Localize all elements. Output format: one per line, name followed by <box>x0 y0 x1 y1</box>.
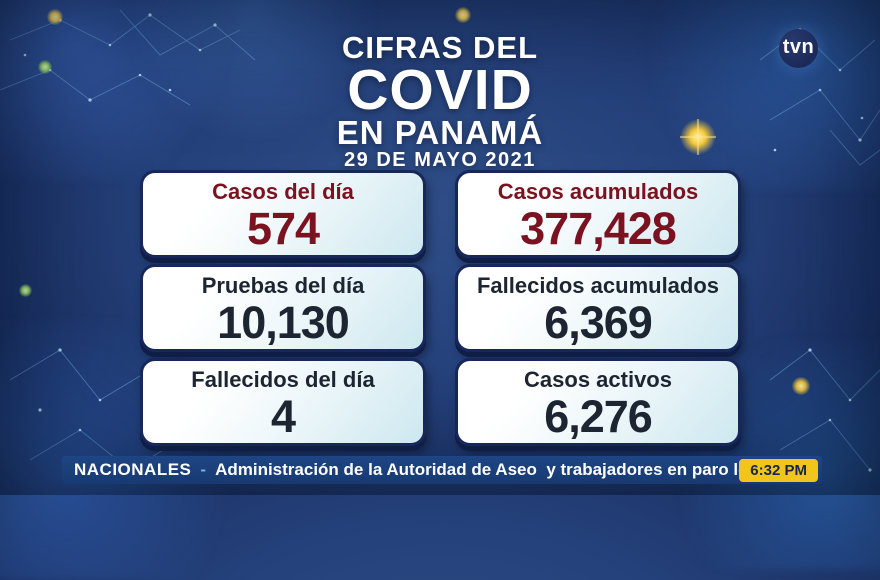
stat-card-casos-acumulados: Casos acumulados 377,428 <box>455 170 741 258</box>
time-badge: 6:32 PM <box>739 458 818 482</box>
stat-card-casos-activos: Casos activos 6,276 <box>455 358 741 446</box>
sparkle-icon <box>792 377 810 395</box>
ticker-separator: - <box>200 460 207 479</box>
stat-label: Pruebas del día <box>201 272 365 298</box>
title-line-3: EN PANAMÁ <box>336 114 544 151</box>
stat-label: Casos del día <box>212 178 354 204</box>
stat-label: Fallecidos del día <box>191 366 375 392</box>
stat-card-fallecidos-del-dia: Fallecidos del día 4 <box>140 358 426 446</box>
stat-value: 6,369 <box>544 296 653 348</box>
ticker-category: NACIONALES <box>74 460 192 479</box>
stat-value: 377,428 <box>520 202 677 254</box>
stat-card-fallecidos-acumulados: Fallecidos acumulados 6,369 <box>455 264 741 352</box>
stat-value: 574 <box>246 202 320 254</box>
tvn-logo-text: tvn <box>782 36 815 58</box>
sparkle-icon <box>19 284 32 297</box>
stat-card-casos-del-dia: Casos del día 574 <box>140 170 426 258</box>
stat-card-pruebas-del-dia: Pruebas del día 10,130 <box>140 264 426 352</box>
title-date: 29 DE MAYO 2021 <box>344 149 536 171</box>
ticker-headline: Administración de la Autoridad de Aseo y… <box>215 460 739 479</box>
stat-label: Casos activos <box>524 366 672 392</box>
sparkle-icon <box>47 9 63 25</box>
stat-value: 10,130 <box>217 296 350 348</box>
title-line-1: CIFRAS DEL <box>342 30 538 65</box>
tvn-logo: tvn <box>779 29 818 68</box>
stat-value: 4 <box>270 390 296 442</box>
stat-value: 6,276 <box>544 390 653 442</box>
title-block: CIFRAS DEL COVID EN PANAMÁ 29 DE MAYO 20… <box>0 31 880 171</box>
stats-grid: Casos del día 574 Casos acumulados 377,4… <box>140 170 741 446</box>
stat-label: Fallecidos acumulados <box>476 272 720 298</box>
title-line-2: COVID <box>347 58 533 122</box>
news-ticker-bar: NACIONALES - Administración de la Autori… <box>62 456 822 484</box>
sparkle-icon <box>455 7 471 23</box>
stat-label: Casos acumulados <box>497 178 699 204</box>
